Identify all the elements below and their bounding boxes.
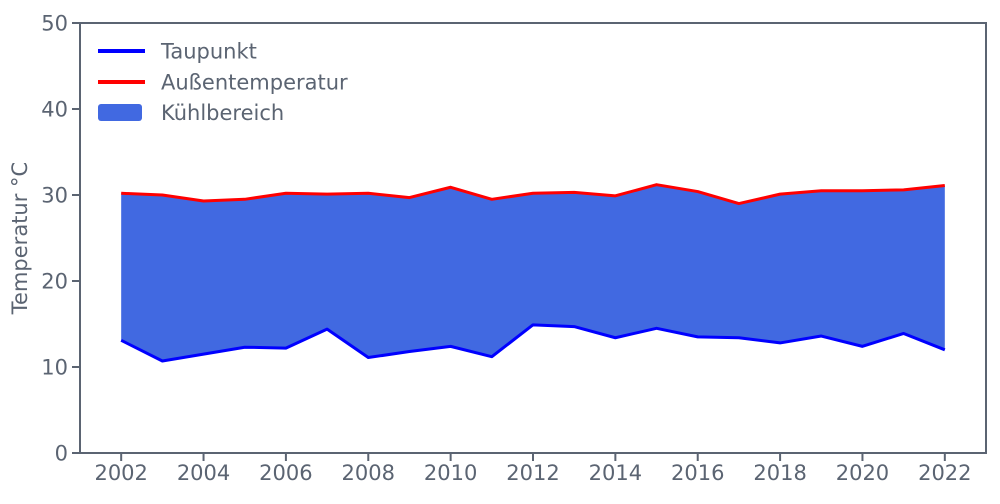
- legend: Taupunkt Außentemperatur Kühlbereich: [98, 40, 348, 125]
- x-tick-label: 2012: [506, 461, 559, 485]
- cooling-area-fill: [121, 184, 945, 361]
- y-tick-label: 10: [41, 356, 68, 380]
- x-tick-label: 2018: [753, 461, 806, 485]
- x-tick-label: 2010: [424, 461, 477, 485]
- x-tick-label: 2002: [94, 461, 147, 485]
- legend-taupunkt-label: Taupunkt: [160, 40, 257, 64]
- x-tick-label: 2004: [177, 461, 230, 485]
- legend-kuehlbereich-label: Kühlbereich: [161, 101, 284, 125]
- x-tick-label: 2022: [918, 461, 971, 485]
- x-tick-label: 2014: [589, 461, 642, 485]
- x-tick-label: 2020: [836, 461, 889, 485]
- ticks-layer: 0 10 20 30 40 50 2002 2004 2006 2008 2010 2012 2014 2…: [41, 12, 971, 486]
- y-tick-label: 30: [41, 184, 68, 208]
- taupunkt-line: [120, 323, 946, 363]
- y-tick-label: 40: [41, 98, 68, 122]
- legend-aussentemperatur-label: Außentemperatur: [161, 71, 348, 95]
- legend-kuehlbereich-patch-swatch: [98, 104, 142, 121]
- y-axis-label: Temperatur °C: [8, 162, 32, 315]
- x-tick-label: 2016: [671, 461, 724, 485]
- x-tick-label: 2008: [342, 461, 395, 485]
- aussentemperatur-line: [121, 183, 945, 206]
- x-tick-label: 2006: [259, 461, 312, 485]
- plot-layer: [120, 183, 946, 363]
- y-tick-label: 50: [41, 12, 68, 36]
- y-tick-label: 20: [41, 270, 68, 294]
- y-tick-label: 0: [55, 442, 68, 466]
